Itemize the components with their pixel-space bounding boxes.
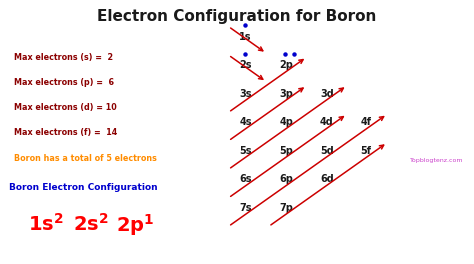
Text: 4d: 4d [320, 117, 334, 127]
Text: 3d: 3d [320, 89, 334, 99]
Text: 5d: 5d [320, 146, 334, 156]
Text: Max electrons (p) =  6: Max electrons (p) = 6 [14, 78, 114, 87]
Text: 4s: 4s [239, 117, 252, 127]
Text: Max electrons (d) = 10: Max electrons (d) = 10 [14, 103, 117, 112]
Text: $\mathbf{2s^2}$: $\mathbf{2s^2}$ [73, 213, 109, 234]
Text: 4f: 4f [360, 117, 371, 127]
Text: $\mathbf{1s^2}$: $\mathbf{1s^2}$ [28, 213, 64, 234]
Text: 2s: 2s [239, 60, 252, 70]
Text: 3s: 3s [239, 89, 252, 99]
Text: $\mathbf{2p^1}$: $\mathbf{2p^1}$ [116, 213, 155, 238]
Text: Topblogtenz.com: Topblogtenz.com [410, 158, 464, 163]
Text: Electron Configuration for Boron: Electron Configuration for Boron [97, 9, 377, 24]
Text: 5f: 5f [360, 146, 371, 156]
Text: 6d: 6d [320, 174, 334, 184]
Text: 1s: 1s [239, 32, 252, 42]
Text: Boron has a total of 5 electrons: Boron has a total of 5 electrons [14, 154, 157, 163]
Text: Max electrons (s) =  2: Max electrons (s) = 2 [14, 53, 113, 62]
Text: 7p: 7p [280, 203, 293, 213]
Text: Max electrons (f) =  14: Max electrons (f) = 14 [14, 128, 118, 137]
Text: 6s: 6s [239, 174, 252, 184]
Text: 2p: 2p [280, 60, 293, 70]
Text: 7s: 7s [239, 203, 252, 213]
Text: 6p: 6p [280, 174, 293, 184]
Text: 5s: 5s [239, 146, 252, 156]
Text: 5p: 5p [280, 146, 293, 156]
Text: Boron Electron Configuration: Boron Electron Configuration [9, 183, 158, 192]
Text: 3p: 3p [280, 89, 293, 99]
Text: 4p: 4p [280, 117, 293, 127]
